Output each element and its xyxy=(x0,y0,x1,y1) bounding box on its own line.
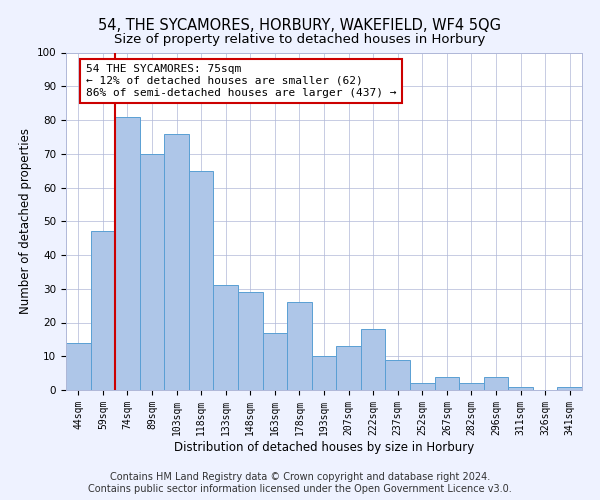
Bar xyxy=(164,134,189,390)
Bar xyxy=(434,376,459,390)
Bar xyxy=(263,332,287,390)
Bar xyxy=(508,386,533,390)
Text: 54, THE SYCAMORES, HORBURY, WAKEFIELD, WF4 5QG: 54, THE SYCAMORES, HORBURY, WAKEFIELD, W… xyxy=(98,18,502,32)
Bar xyxy=(66,343,91,390)
Bar xyxy=(361,329,385,390)
Bar xyxy=(336,346,361,390)
Bar xyxy=(91,232,115,390)
Bar xyxy=(385,360,410,390)
Bar xyxy=(115,116,140,390)
Bar xyxy=(557,386,582,390)
Bar xyxy=(287,302,312,390)
Bar xyxy=(459,383,484,390)
Bar xyxy=(189,170,214,390)
Bar xyxy=(214,286,238,390)
Bar xyxy=(484,376,508,390)
Text: Contains HM Land Registry data © Crown copyright and database right 2024.
Contai: Contains HM Land Registry data © Crown c… xyxy=(88,472,512,494)
Bar xyxy=(238,292,263,390)
Text: 54 THE SYCAMORES: 75sqm
← 12% of detached houses are smaller (62)
86% of semi-de: 54 THE SYCAMORES: 75sqm ← 12% of detache… xyxy=(86,64,396,98)
X-axis label: Distribution of detached houses by size in Horbury: Distribution of detached houses by size … xyxy=(174,440,474,454)
Y-axis label: Number of detached properties: Number of detached properties xyxy=(19,128,32,314)
Bar xyxy=(140,154,164,390)
Bar xyxy=(410,383,434,390)
Text: Size of property relative to detached houses in Horbury: Size of property relative to detached ho… xyxy=(115,32,485,46)
Bar xyxy=(312,356,336,390)
